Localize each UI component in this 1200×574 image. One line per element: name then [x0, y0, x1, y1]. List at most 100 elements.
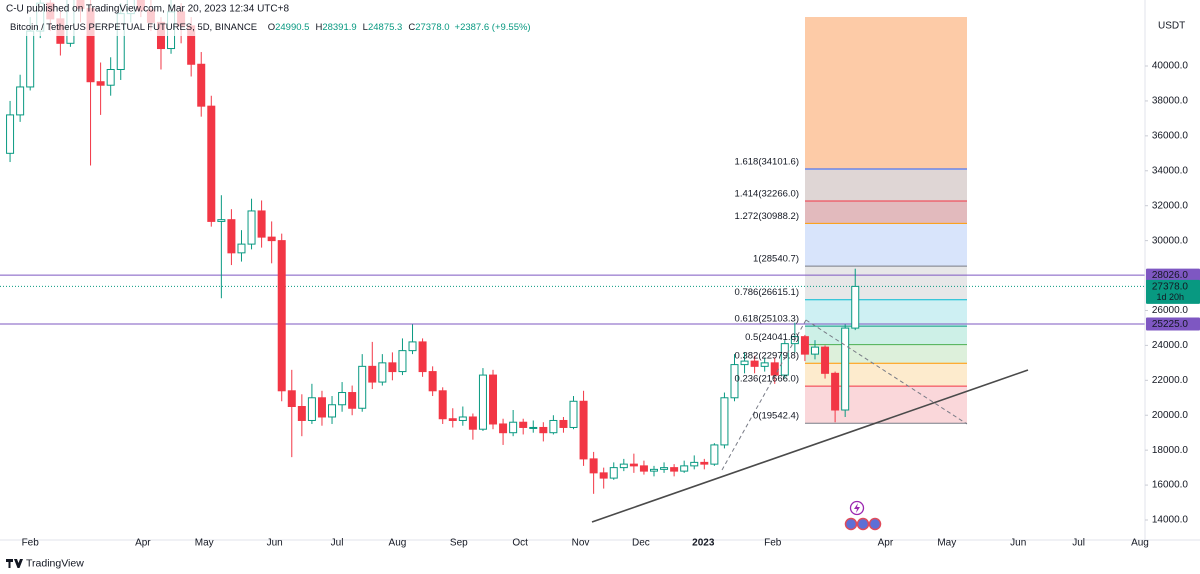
fib-level-label: 0.236(21666.0) [735, 374, 799, 385]
candle-body [720, 397, 729, 446]
y-tick-label: 34000.0 [1152, 165, 1189, 176]
symbol: Bitcoin / TetherUS PERPETUAL FUTURES, 5D… [10, 22, 257, 33]
candle-body [639, 465, 648, 472]
ohlc-key: C [408, 22, 415, 33]
x-tick-label: Feb [22, 538, 40, 549]
candle-body [851, 285, 860, 329]
candle-body [740, 360, 749, 366]
candle-body [197, 63, 206, 107]
fib-band-top [805, 17, 967, 170]
footer: TradingView [6, 557, 84, 569]
y-tick-label: 16000.0 [1152, 480, 1189, 491]
candle-body [458, 416, 467, 421]
candle-body [26, 30, 35, 88]
fib-level-label: 1(28540.7) [753, 254, 799, 265]
candle-body [428, 371, 437, 392]
x-tick-label: Sep [450, 538, 468, 549]
last-price-label: 27378.0 [1152, 282, 1189, 293]
candle-body [780, 343, 789, 376]
x-tick-label: Oct [512, 538, 528, 549]
x-tick-label: Jul [1072, 538, 1085, 549]
fib-level-label: 0.618(25103.3) [735, 314, 799, 325]
candle-body [810, 346, 819, 355]
candle-body [821, 346, 830, 374]
price-line-badge [1146, 317, 1200, 331]
candle-body [418, 341, 427, 373]
candle-body [388, 362, 397, 373]
x-tick-label: 2023 [692, 538, 715, 549]
ohlc-value: 24875.3 [368, 22, 402, 33]
y-tick-label: 40000.0 [1152, 61, 1189, 72]
candle-body [378, 362, 387, 383]
currency-label: USDT [1158, 21, 1185, 32]
candle-body [529, 426, 538, 429]
candle-body [217, 219, 226, 222]
symbol-line: Bitcoin / TetherUS PERPETUAL FUTURES, 5D… [10, 22, 531, 33]
candle-body [257, 210, 266, 238]
candle-body [328, 404, 337, 418]
fib-level-label: 1.414(32266.0) [735, 189, 799, 200]
candle-body [307, 397, 316, 421]
y-tick-label: 14000.0 [1152, 515, 1189, 526]
candle-body [338, 392, 347, 406]
price-line-badge-label: 28026.0 [1152, 270, 1189, 281]
fib-band [805, 344, 967, 364]
last-price-badge [1146, 279, 1200, 304]
candle-body [489, 374, 498, 425]
countdown-label: 1d 20h [1156, 292, 1184, 302]
candle-body [297, 406, 306, 421]
ohlc-key: L [363, 22, 368, 33]
x-tick-label: Feb [764, 538, 782, 549]
fib-band [805, 326, 967, 345]
candle-body [106, 68, 115, 86]
candle-body [358, 365, 367, 409]
ohlc-key: H [315, 22, 322, 33]
y-tick-label: 22000.0 [1152, 375, 1189, 386]
fib-band [805, 363, 967, 387]
candle-body [468, 416, 477, 430]
flag-icon [844, 517, 858, 531]
candle-body [589, 458, 598, 474]
fib-level-label: 0.5(24041.6) [745, 332, 799, 343]
ohlc-value: 24990.5 [275, 22, 309, 33]
fib-band [805, 201, 967, 224]
fib-base-line [721, 319, 807, 471]
flag-icon [868, 517, 882, 531]
candle-body [368, 365, 377, 383]
candle-body [569, 400, 578, 428]
fib-band [805, 223, 967, 267]
candle-body [509, 421, 518, 434]
x-tick-label: Jul [331, 538, 344, 549]
candle-body [499, 423, 508, 434]
x-tick-label: Jun [267, 538, 283, 549]
candle-body [348, 392, 357, 409]
candle-body [680, 465, 689, 472]
candle-body [750, 360, 759, 367]
price-line-badge [1146, 268, 1200, 282]
fib-band [805, 386, 967, 424]
fib-level-label: 0(19542.4) [753, 411, 799, 422]
candle-body [800, 336, 809, 355]
y-tick-label: 18000.0 [1152, 445, 1189, 456]
x-tick-label: Nov [572, 538, 590, 549]
x-tick-label: Jun [1010, 538, 1026, 549]
x-tick-label: May [937, 538, 956, 549]
candle-body [619, 463, 628, 469]
candle-body [448, 418, 457, 421]
y-tick-label: 20000.0 [1152, 410, 1189, 421]
candle-body [649, 468, 658, 472]
candle-body [629, 463, 638, 467]
candle-body [277, 240, 286, 392]
x-tick-label: Dec [632, 538, 650, 549]
candle-body [408, 341, 417, 352]
candle-body [660, 467, 669, 470]
ohlc-value: 28391.9 [322, 22, 356, 33]
y-tick-label: 32000.0 [1152, 200, 1189, 211]
candle-body [549, 419, 558, 434]
fib-band [805, 266, 967, 300]
event-icons [844, 500, 882, 531]
candle-body [317, 397, 326, 418]
